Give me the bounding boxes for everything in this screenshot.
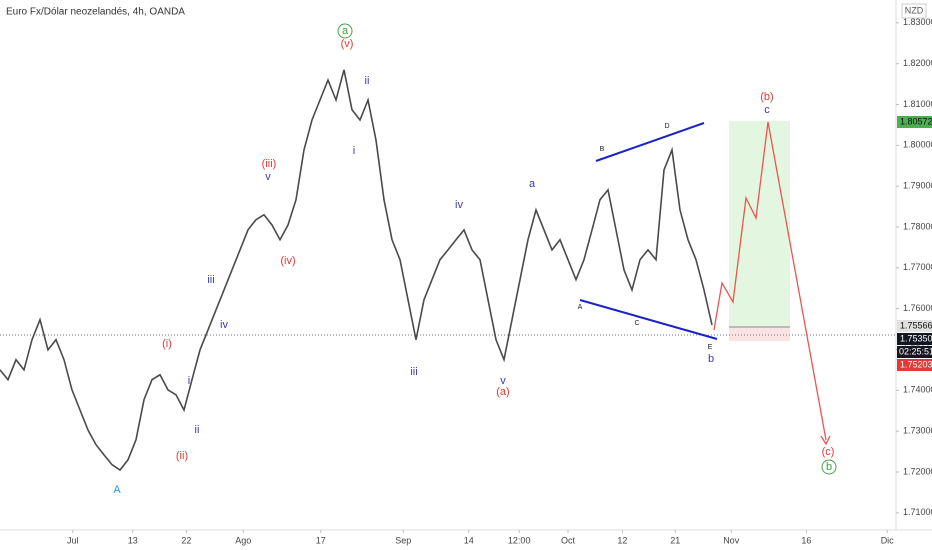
wave-label: i	[353, 145, 355, 157]
x-tick-label: 12:00	[508, 535, 531, 545]
wave-label: B	[600, 146, 605, 153]
x-tick-label: Nov	[723, 535, 740, 545]
wave-label: i	[188, 375, 190, 387]
countdown-badge	[897, 346, 932, 358]
trend-line	[579, 299, 718, 340]
wave-label: v	[500, 375, 506, 387]
currency-box	[901, 3, 927, 19]
x-tick-label: 14	[464, 535, 474, 545]
x-tick-label: Jul	[67, 535, 79, 545]
wave-label: iv	[455, 199, 463, 211]
price-line	[0, 69, 713, 472]
price-badge	[897, 116, 932, 128]
projection	[713, 121, 827, 441]
wave-label: a	[529, 178, 536, 190]
y-tick-label: 1.71000	[903, 507, 932, 517]
y-tick-label: 1.72000	[903, 466, 932, 476]
price-badge	[897, 359, 932, 371]
x-tick-label: 21	[670, 535, 680, 545]
x-tick-label: Ago	[235, 535, 251, 545]
wave-label: b	[826, 461, 832, 473]
stop-zone	[729, 327, 790, 341]
wave-label: C	[634, 320, 639, 327]
wave-label: (b)	[760, 91, 773, 103]
y-tick-label: 1.76000	[903, 303, 932, 313]
wave-label: (c)	[822, 446, 835, 458]
wave-label: iii	[410, 366, 417, 378]
price-badge	[897, 333, 932, 345]
wave-label: iv	[220, 319, 228, 331]
y-tick-label: 1.82000	[903, 58, 932, 68]
chart-title: Euro Fx/Dólar neozelandés, 4h, OANDA	[6, 7, 185, 18]
countdown: 02:25:51	[899, 346, 932, 356]
arrow-head	[820, 435, 831, 446]
wave-label: a	[342, 25, 349, 37]
wave-label: ii	[365, 75, 370, 87]
currency: NZD	[905, 5, 924, 15]
wave-label: b	[708, 353, 714, 365]
price-badge-label: 1.75203	[900, 359, 932, 369]
wave-label: (iv)	[280, 255, 295, 267]
y-tick-label: 1.79000	[903, 181, 932, 191]
price-badge-label: 1.80572	[900, 116, 932, 126]
wave-label: (iii)	[262, 158, 277, 170]
wave-label: A	[578, 304, 583, 311]
price-badge	[897, 320, 932, 332]
wave-label: E	[708, 344, 713, 351]
x-tick-label: 13	[128, 535, 138, 545]
x-tick-label: Oct	[561, 535, 576, 545]
wave-label: (ii)	[176, 450, 188, 462]
x-tick-label: Dic	[881, 535, 894, 545]
wave-circle	[821, 459, 837, 475]
x-tick-label: 22	[181, 535, 191, 545]
trend-line	[595, 122, 705, 162]
wave-label: (a)	[496, 386, 509, 398]
y-tick-label: 1.77000	[903, 262, 932, 272]
wave-label: iii	[207, 274, 214, 286]
y-tick-label: 1.74000	[903, 385, 932, 395]
y-tick-label: 1.80000	[903, 140, 932, 150]
wave-label: c	[764, 104, 770, 116]
wave-circle	[337, 23, 353, 39]
wave-label: A	[113, 484, 121, 496]
wave-label: D	[664, 123, 669, 130]
x-tick-label: 12	[617, 535, 627, 545]
target-zone	[729, 121, 790, 327]
wave-label: ii	[195, 424, 200, 436]
x-tick-label: 17	[316, 535, 326, 545]
y-tick-label: 1.73000	[903, 426, 932, 436]
wave-label: (v)	[341, 38, 354, 50]
x-tick-label: 16	[801, 535, 811, 545]
x-tick-label: Sep	[395, 535, 411, 545]
y-tick-label: 1.81000	[903, 99, 932, 109]
price-badge-label: 1.75350	[900, 333, 932, 343]
annotations: a (v) ii i (iii) v (iv) iii iv (i) i ii …	[113, 25, 834, 496]
y-tick-label: 1.83000	[903, 17, 932, 27]
wave-label: v	[265, 171, 271, 183]
price-badge-label: 1.75566	[900, 320, 932, 330]
y-tick-label: 1.78000	[903, 221, 932, 231]
wave-label: (i)	[162, 338, 172, 350]
